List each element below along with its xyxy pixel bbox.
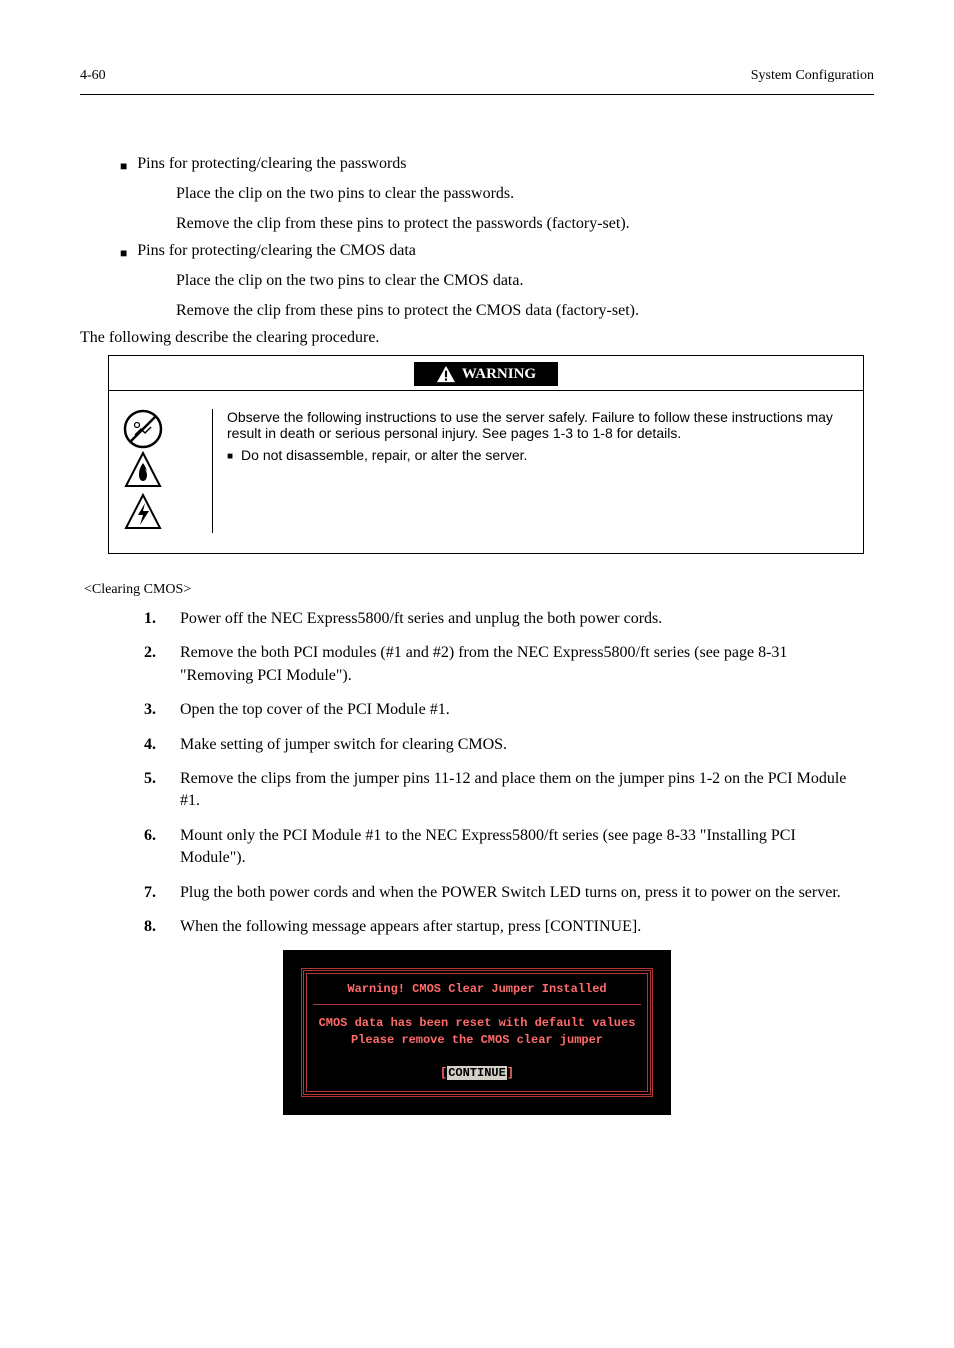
- warning-badge: WARNING: [414, 362, 558, 386]
- step-1: 1. Power off the NEC Express5800/ft seri…: [144, 608, 864, 630]
- terminal-line-1: CMOS data has been reset with default va…: [313, 1015, 641, 1032]
- warning-body: Observe the following instructions to us…: [109, 391, 863, 553]
- step-text: Make setting of jumper switch for cleari…: [180, 734, 864, 756]
- step-text: Remove the both PCI modules (#1 and #2) …: [180, 642, 864, 687]
- chapter-title: System Configuration: [751, 68, 874, 84]
- warning-icons: [123, 409, 213, 533]
- continue-button[interactable]: [CONTINUE]: [440, 1066, 514, 1080]
- lead-paragraph: The following describe the clearing proc…: [80, 329, 874, 347]
- terminal-button-row: [CONTINUE]: [313, 1063, 641, 1081]
- step-text: When the following message appears after…: [180, 916, 864, 938]
- bullet-marker: ■: [227, 451, 233, 462]
- steps-heading: <Clearing CMOS>: [84, 582, 874, 598]
- step-number: 6.: [144, 825, 176, 870]
- step-text: Plug the both power cords and when the P…: [180, 882, 864, 904]
- bullet-subtext: Remove the clip from these pins to prote…: [176, 299, 874, 323]
- warning-label: WARNING: [462, 366, 536, 383]
- bullet-item-2: ■ Pins for protecting/clearing the CMOS …: [120, 242, 874, 261]
- step-text: Power off the NEC Express5800/ft series …: [180, 608, 864, 630]
- step-number: 3.: [144, 699, 176, 721]
- step-5: 5. Remove the clips from the jumper pins…: [144, 768, 864, 813]
- ordered-steps: 1. Power off the NEC Express5800/ft seri…: [144, 608, 864, 938]
- bullet-subtext: Place the clip on the two pins to clear …: [176, 182, 874, 206]
- fire-hazard-icon: [123, 451, 163, 491]
- step-8: 8. When the following message appears af…: [144, 916, 864, 938]
- step-6: 6. Mount only the PCI Module #1 to the N…: [144, 825, 864, 870]
- step-number: 4.: [144, 734, 176, 756]
- bullet-title: Pins for protecting/clearing the CMOS da…: [137, 242, 416, 260]
- step-7: 7. Plug the both power cords and when th…: [144, 882, 864, 904]
- step-number: 5.: [144, 768, 176, 813]
- step-number: 1.: [144, 608, 176, 630]
- bullet-subtext: Place the clip on the two pins to clear …: [176, 269, 874, 293]
- electric-shock-icon: [123, 493, 163, 533]
- bullet-subtext: Remove the clip from these pins to prote…: [176, 212, 874, 236]
- warning-text: Observe the following instructions to us…: [227, 409, 849, 441]
- step-2: 2. Remove the both PCI modules (#1 and #…: [144, 642, 864, 687]
- bullet-marker: ■: [120, 246, 127, 261]
- step-text: Remove the clips from the jumper pins 11…: [180, 768, 864, 813]
- page-number: 4-60: [80, 68, 106, 84]
- continue-button-label: CONTINUE: [447, 1066, 507, 1080]
- step-number: 7.: [144, 882, 176, 904]
- terminal-line-2: Please remove the CMOS clear jumper: [313, 1032, 641, 1049]
- no-disassemble-icon: [123, 409, 163, 449]
- step-text: Open the top cover of the PCI Module #1.: [180, 699, 864, 721]
- terminal-title: Warning! CMOS Clear Jumper Installed: [313, 982, 641, 1005]
- step-text: Mount only the PCI Module #1 to the NEC …: [180, 825, 864, 870]
- warning-sub-bullet: ■ Do not disassemble, repair, or alter t…: [227, 447, 849, 463]
- warning-box: WARNING Obse: [108, 355, 864, 554]
- step-number: 2.: [144, 642, 176, 687]
- warning-triangle-icon: [436, 365, 456, 383]
- step-number: 8.: [144, 916, 176, 938]
- bullet-item-1: ■ Pins for protecting/clearing the passw…: [120, 155, 874, 174]
- page-header: 4-60 System Configuration: [80, 68, 874, 95]
- terminal-dialog: Warning! CMOS Clear Jumper Installed CMO…: [283, 950, 671, 1115]
- bullet-title: Pins for protecting/clearing the passwor…: [137, 155, 406, 173]
- step-4: 4. Make setting of jumper switch for cle…: [144, 734, 864, 756]
- warning-sub-text: Do not disassemble, repair, or alter the…: [241, 447, 527, 463]
- bullet-marker: ■: [120, 159, 127, 174]
- warning-content: Observe the following instructions to us…: [213, 409, 849, 533]
- step-3: 3. Open the top cover of the PCI Module …: [144, 699, 864, 721]
- warning-header: WARNING: [109, 356, 863, 391]
